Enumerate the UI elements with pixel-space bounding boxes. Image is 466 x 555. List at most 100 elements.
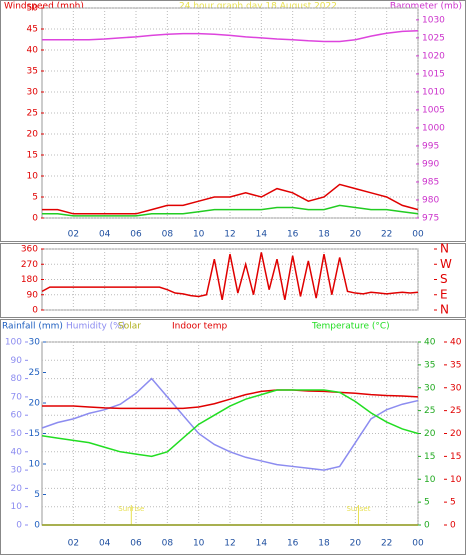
y-tick-label: 40: [11, 447, 23, 457]
x-tick-label: 22: [381, 230, 392, 240]
series-line: [42, 183, 419, 215]
y-tick-label: 20: [29, 399, 41, 409]
y-tick-label: 10: [450, 475, 462, 485]
y-tick-label: 10: [27, 172, 39, 182]
y-tick-label: 70: [11, 392, 23, 402]
y-tick-label: 180: [21, 275, 38, 285]
x-tick-label: 22: [381, 539, 392, 549]
y-tick-label: 15: [424, 452, 435, 462]
y-tick-label: 1025: [422, 33, 445, 43]
x-tick-label: 10: [193, 539, 205, 549]
y-tick-label: 40: [27, 46, 39, 56]
y-tick-label: 20: [27, 130, 39, 140]
x-tick-label: 00: [412, 230, 424, 240]
series-line: [42, 204, 419, 217]
y-tick-label: 25: [29, 368, 40, 378]
annotation: Sunrise: [118, 505, 144, 513]
y-tick-label: E: [440, 287, 448, 301]
y-tick-label: 90: [11, 356, 23, 366]
x-tick-label: 12: [224, 230, 235, 240]
x-tick-label: 18: [318, 230, 330, 240]
y-tick-label: 80: [11, 374, 23, 384]
y-tick-label: 0: [32, 306, 38, 316]
x-tick-label: 02: [68, 230, 79, 240]
x-tick-label: 14: [256, 539, 268, 549]
y-tick-label: 50: [27, 4, 39, 14]
y-tick-label: 20: [424, 429, 436, 439]
x-tick-label: 06: [130, 539, 142, 549]
y-tick-label: 1005: [422, 105, 445, 115]
y-tick-label: 270: [21, 260, 38, 270]
y-tick-label: 10: [11, 502, 23, 512]
series-line: [41, 252, 419, 300]
y-tick-label: 5: [450, 498, 456, 508]
y-tick-label: 25: [424, 406, 435, 416]
x-tick-label: 14: [256, 230, 268, 240]
y-tick-label: 1020: [422, 51, 445, 61]
y-tick-label: 25: [27, 109, 38, 119]
legend-label: Humidity (%): [66, 322, 125, 332]
x-tick-label: 08: [162, 230, 174, 240]
y-tick-label: 5: [32, 193, 38, 203]
y-tick-label: N: [440, 242, 449, 256]
y-tick-label: 60: [11, 411, 23, 421]
y-tick-label: 30: [424, 383, 436, 393]
y-tick-label: 30: [11, 466, 23, 476]
y-tick-label: 100: [5, 338, 22, 348]
legend-label: Indoor temp: [172, 322, 227, 332]
y-tick-label: 975: [422, 214, 439, 224]
y-tick-label: 995: [422, 141, 439, 151]
x-tick-label: 04: [99, 539, 111, 549]
series-line: [42, 29, 419, 43]
y-tick-label: W: [440, 257, 452, 271]
y-axis-label: Windspeed (mph): [4, 2, 84, 12]
y-tick-label: S: [440, 272, 448, 286]
x-tick-label: 18: [318, 539, 330, 549]
y-tick-label: 25: [450, 406, 461, 416]
x-tick-label: 08: [162, 539, 174, 549]
y-tick-label: 0: [32, 214, 38, 224]
legend-label: Solar: [118, 322, 141, 332]
annotation: Sunset: [346, 505, 370, 513]
y-tick-label: 0: [16, 521, 22, 531]
y-tick-label: 1030: [422, 15, 445, 25]
y-tick-label: 10: [29, 460, 41, 470]
y-tick-label: 360: [21, 245, 38, 255]
x-tick-label: 00: [412, 539, 424, 549]
y2-axis-label: Barometer (mb): [390, 2, 462, 12]
legend-label: Rainfall (mm): [2, 322, 63, 332]
y-tick-label: 15: [29, 429, 40, 439]
y-tick-label: 985: [422, 177, 439, 187]
y-tick-label: 20: [11, 484, 23, 494]
legend-label: Temperature (°C): [311, 322, 390, 332]
y-tick-label: N: [440, 303, 449, 317]
x-tick-label: 10: [193, 230, 205, 240]
chart-title: 24 hour graph day 18 August 2022: [179, 2, 337, 12]
y-tick-label: 5: [34, 490, 40, 500]
y-tick-label: 1010: [422, 87, 445, 97]
y-tick-label: 45: [27, 25, 38, 35]
y-tick-label: 990: [422, 159, 439, 169]
x-tick-label: 20: [350, 230, 362, 240]
series-line: [41, 377, 419, 471]
y-tick-label: 30: [450, 383, 462, 393]
y-tick-label: 40: [424, 338, 436, 348]
x-tick-label: 20: [350, 539, 362, 549]
y-tick-label: 15: [450, 452, 461, 462]
y-tick-label: 1015: [422, 69, 445, 79]
y-tick-label: 15: [27, 151, 38, 161]
y-tick-label: 0: [424, 521, 430, 531]
y-tick-label: 90: [27, 290, 39, 300]
y-tick-label: 20: [450, 429, 462, 439]
y-tick-label: 50: [11, 429, 23, 439]
x-tick-label: 16: [287, 539, 299, 549]
x-tick-label: 16: [287, 230, 299, 240]
y-tick-label: 35: [27, 67, 38, 77]
y-tick-label: 10: [424, 475, 436, 485]
y-tick-label: 35: [450, 360, 461, 370]
y-tick-label: 30: [29, 338, 41, 348]
y-tick-label: 35: [424, 360, 435, 370]
y-tick-label: 40: [450, 338, 462, 348]
x-tick-label: 02: [68, 539, 79, 549]
